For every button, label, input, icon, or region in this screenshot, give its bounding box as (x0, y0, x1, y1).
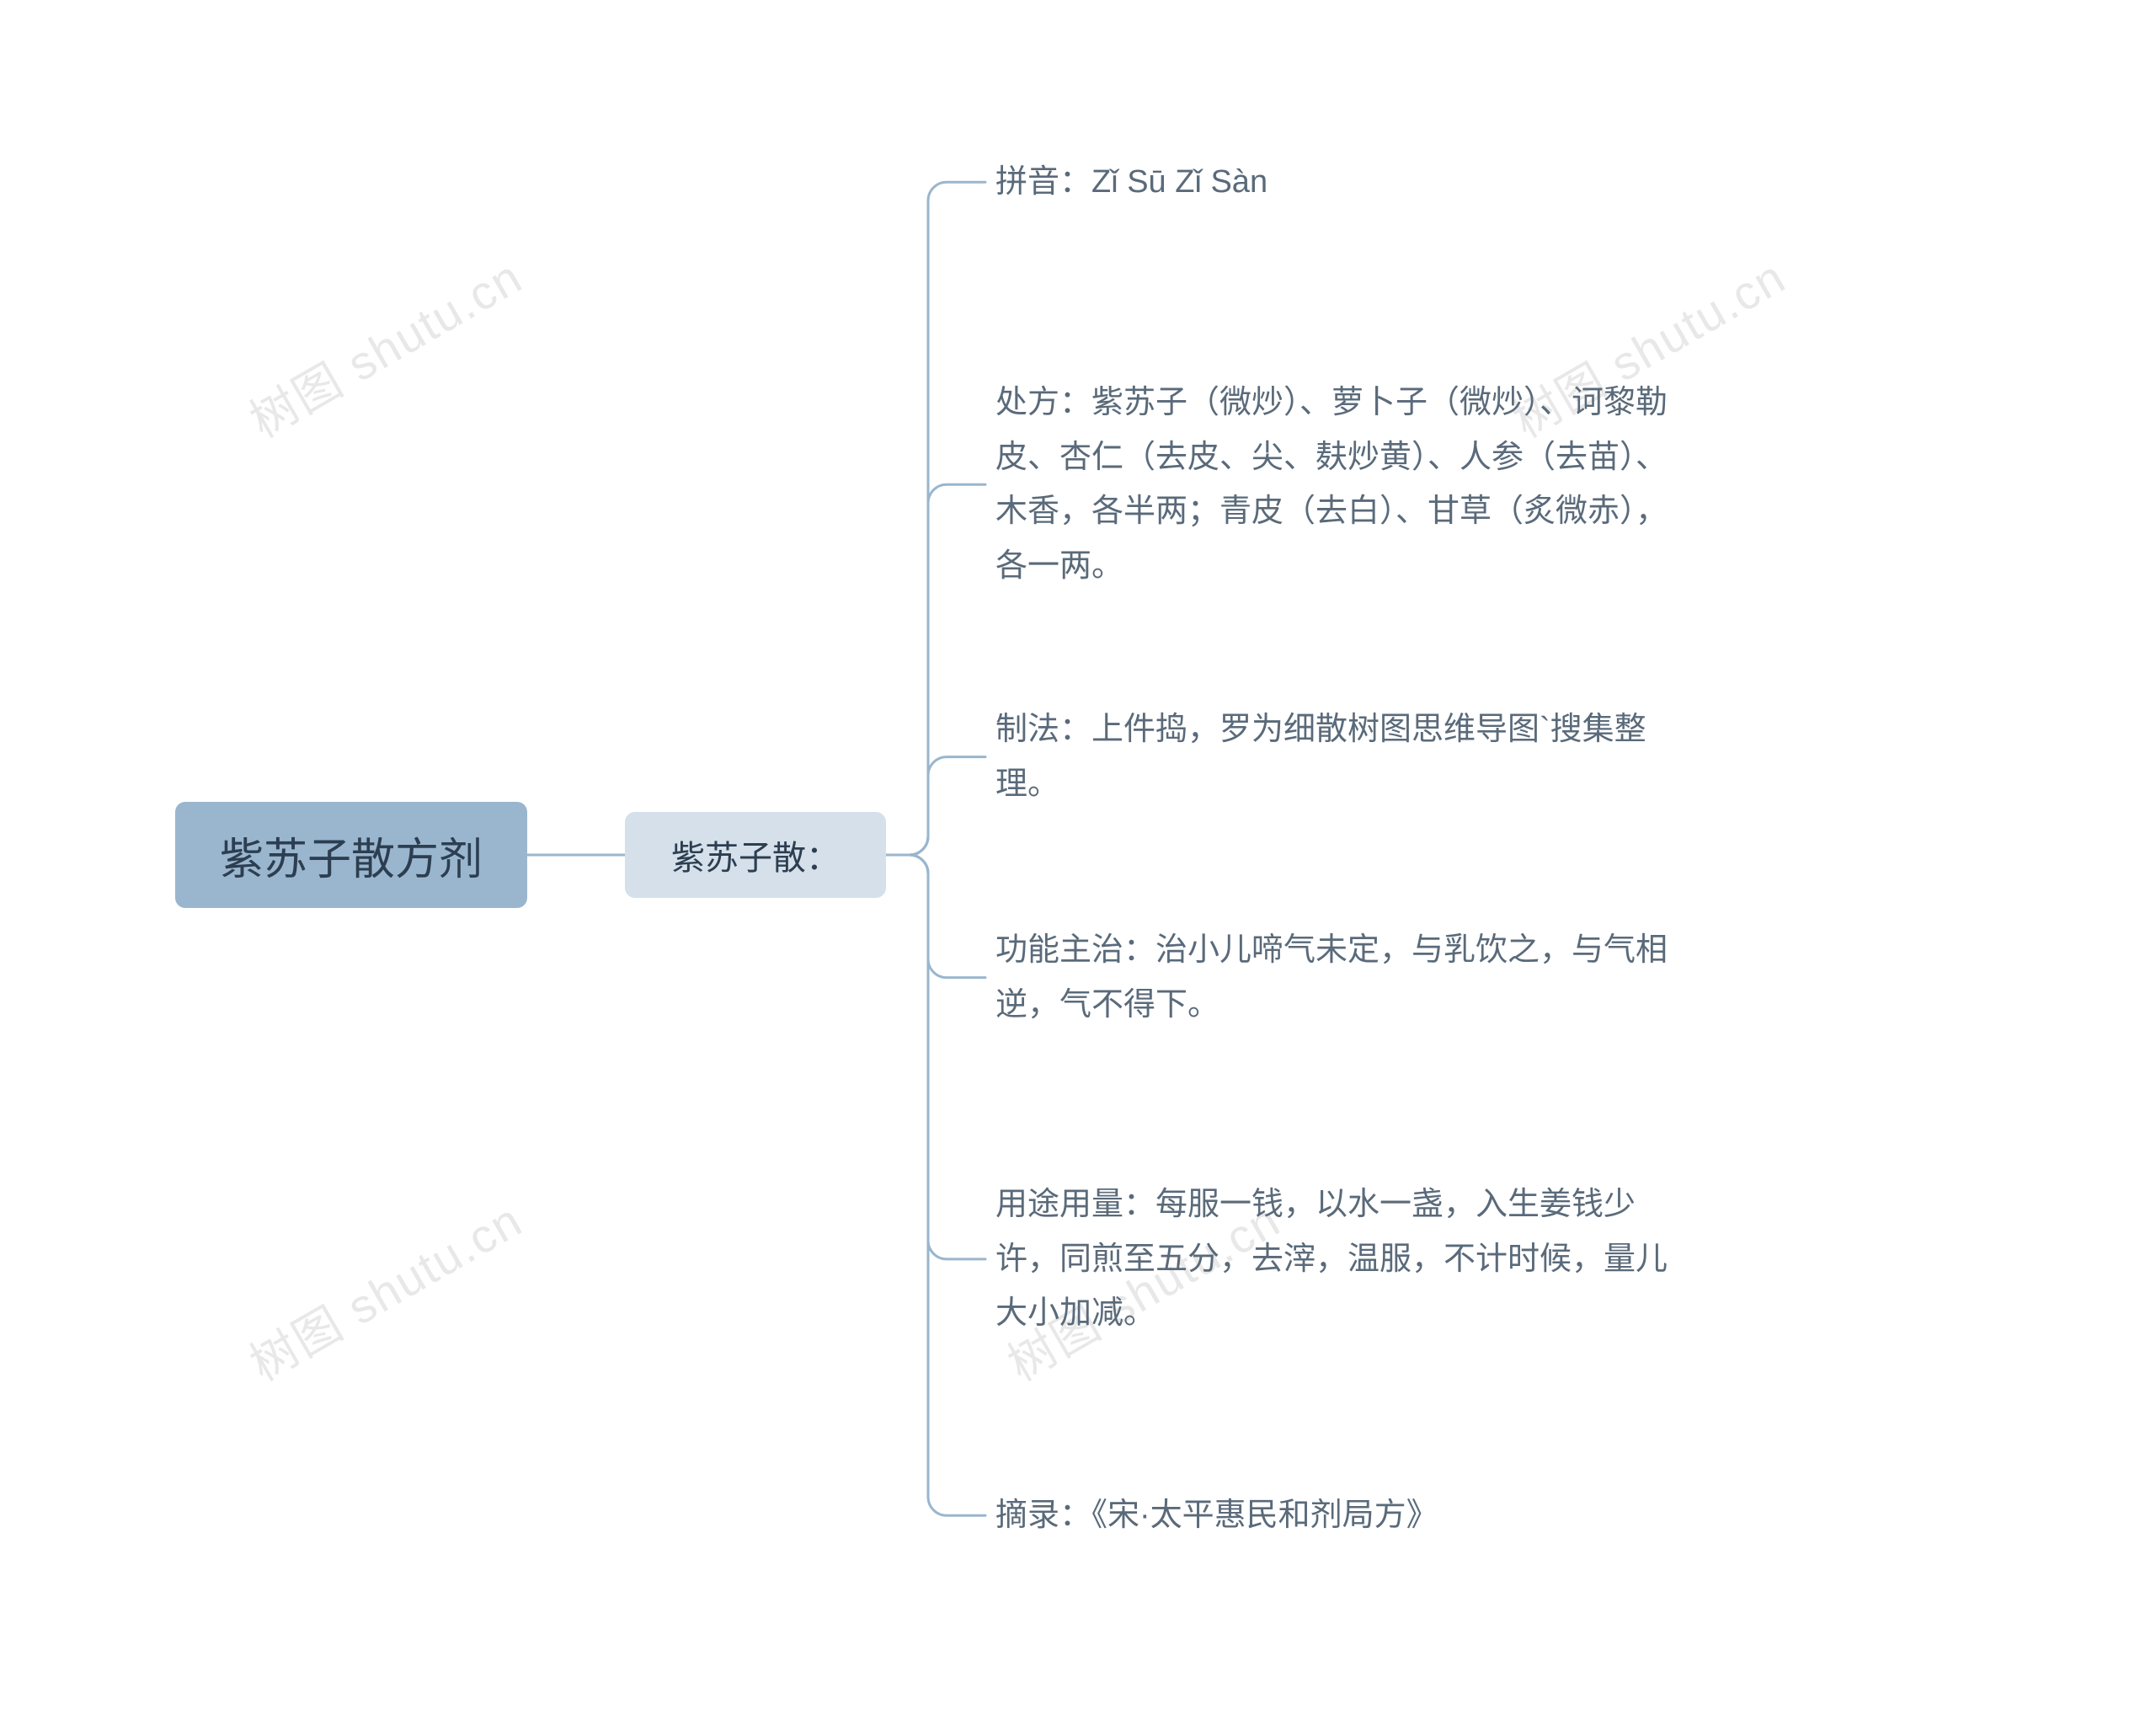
leaf-node-0[interactable]: 拼音：Zǐ Sū Zǐ Sàn (995, 155, 1686, 210)
leaf-label-0: 拼音：Zǐ Sū Zǐ Sàn (995, 164, 1267, 200)
leaf-node-4[interactable]: 用途用量：每服一钱，以水一盏，入生姜钱少许，同煎至五分，去滓，温服，不计时候，量… (995, 1178, 1686, 1341)
leaf-node-2[interactable]: 制法：上件捣，罗为细散树图思维导图`搜集整理。 (995, 702, 1686, 811)
leaf-node-1[interactable]: 处方：紫苏子（微炒）、萝卜子（微炒）、诃黎勒皮、杏仁（去皮、尖、麸炒黄）、人参（… (995, 376, 1686, 593)
root-label: 紫苏子散方剂 (220, 824, 483, 887)
leaf-label-5: 摘录：《宋·太平惠民和剂局方》 (995, 1498, 1438, 1533)
leaf-label-1: 处方：紫苏子（微炒）、萝卜子（微炒）、诃黎勒皮、杏仁（去皮、尖、麸炒黄）、人参（… (995, 385, 1668, 584)
leaf-node-5[interactable]: 摘录：《宋·太平惠民和剂局方》 (995, 1488, 1686, 1543)
watermark-2: 树图 shutu.cn (236, 1183, 533, 1395)
leaf-label-4: 用途用量：每服一钱，以水一盏，入生姜钱少许，同煎至五分，去滓，温服，不计时候，量… (995, 1187, 1668, 1331)
sub-label: 紫苏子散： (671, 830, 840, 879)
leaf-label-3: 功能主治：治小儿啼气未定，与乳饮之，与气相逆，气不得下。 (995, 932, 1668, 1023)
sub-node[interactable]: 紫苏子散： (625, 812, 886, 898)
leaf-node-3[interactable]: 功能主治：治小儿啼气未定，与乳饮之，与气相逆，气不得下。 (995, 923, 1686, 1032)
watermark-1: 树图 shutu.cn (236, 240, 533, 451)
root-node[interactable]: 紫苏子散方剂 (175, 802, 527, 908)
leaf-label-2: 制法：上件捣，罗为细散树图思维导图`搜集整理。 (995, 712, 1646, 802)
